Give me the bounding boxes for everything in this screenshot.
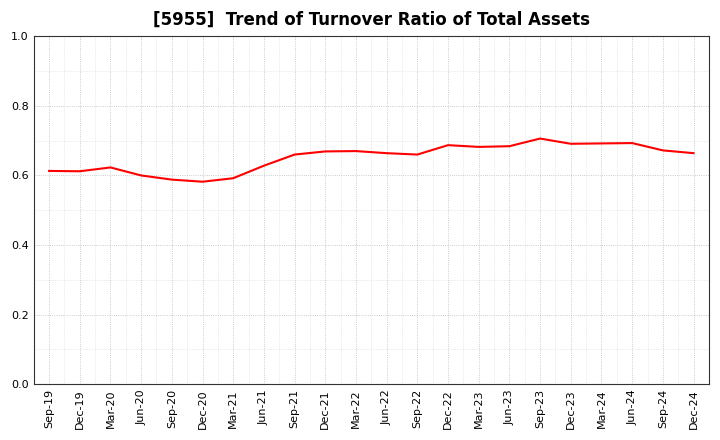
Title: [5955]  Trend of Turnover Ratio of Total Assets: [5955] Trend of Turnover Ratio of Total … — [153, 11, 590, 29]
